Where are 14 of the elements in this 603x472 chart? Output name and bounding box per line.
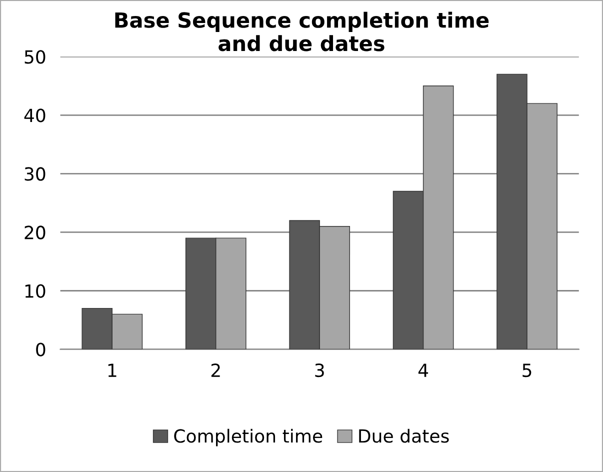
y-tick-label: 50 xyxy=(24,50,46,64)
x-tick-label: 3 xyxy=(315,363,324,378)
legend-label: Due dates xyxy=(359,428,449,443)
x-tick-label: 5 xyxy=(522,364,532,378)
x-tick-label: 2 xyxy=(211,363,220,377)
y-tick-label: 30 xyxy=(24,167,46,181)
y-tick-label: 20 xyxy=(24,226,46,240)
x-tick-label: 4 xyxy=(418,364,428,377)
legend-label: Completion time xyxy=(174,428,322,446)
x-tick-label: 1 xyxy=(108,364,116,377)
chart-title: Base Sequence completion time and due dates xyxy=(115,12,489,52)
y-tick-label: 10 xyxy=(25,284,46,298)
y-tick-label: 0 xyxy=(36,342,46,356)
y-tick-label: 40 xyxy=(24,108,46,122)
